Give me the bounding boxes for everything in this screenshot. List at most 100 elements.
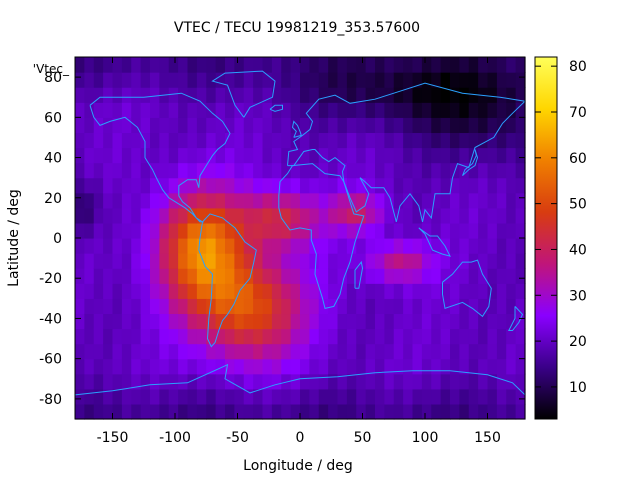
heatmap-cell [412, 373, 423, 390]
heatmap-cell [271, 268, 282, 284]
heatmap-cell [243, 358, 254, 375]
heatmap-cell [478, 343, 489, 360]
heatmap-cell [84, 313, 95, 330]
heatmap-cell [75, 313, 85, 330]
heatmap-cell [103, 403, 114, 420]
heatmap-cell [215, 238, 226, 254]
heatmap-cell [75, 72, 85, 88]
heatmap-cell [271, 238, 282, 254]
heatmap-cell [187, 72, 198, 88]
heatmap-cell [384, 313, 395, 330]
heatmap-cell [121, 192, 132, 209]
heatmap-cell [112, 72, 123, 88]
heatmap-cell [496, 343, 507, 360]
heatmap-cell [225, 72, 235, 88]
heatmap-cell [112, 268, 123, 284]
heatmap-cell [403, 72, 414, 88]
heatmap-cell [243, 177, 254, 194]
heatmap-cell [196, 117, 207, 134]
heatmap-cell [253, 57, 264, 73]
heatmap-cell [337, 343, 348, 360]
heatmap-cell [225, 177, 235, 194]
heatmap-cell [393, 373, 404, 390]
heatmap-cell [375, 388, 385, 405]
heatmap-cell [506, 102, 517, 118]
heatmap-cell [450, 117, 460, 134]
heatmap-cell [225, 207, 235, 224]
heatmap-cell [468, 72, 479, 88]
heatmap-cell [300, 177, 310, 194]
heatmap-cell [468, 328, 479, 345]
heatmap-cell [103, 222, 114, 239]
heatmap-cell [131, 57, 142, 73]
heatmap-cell [159, 72, 170, 88]
heatmap-cell [328, 222, 339, 239]
heatmap-cell [412, 268, 423, 284]
heatmap-cell [346, 117, 357, 134]
heatmap-cell [318, 102, 329, 118]
heatmap-cell [506, 238, 517, 254]
heatmap-cell [215, 222, 226, 239]
heatmap-cell [478, 162, 489, 179]
heatmap-cell [271, 192, 282, 209]
heatmap-cell [93, 162, 104, 179]
heatmap-cell [262, 147, 273, 164]
heatmap-cell [75, 177, 85, 194]
heatmap-cell [487, 388, 498, 405]
heatmap-cell [412, 117, 423, 134]
heatmap-cell [159, 132, 170, 149]
heatmap-cell [328, 238, 339, 254]
heatmap-cell [309, 238, 320, 254]
heatmap-cell [253, 298, 264, 315]
heatmap-cell [253, 72, 264, 88]
heatmap-cell [393, 403, 404, 420]
heatmap-cell [93, 253, 104, 269]
heatmap-cell [506, 328, 517, 345]
heatmap-cell [487, 403, 498, 420]
heatmap-cell [131, 238, 142, 254]
heatmap-cell [300, 192, 310, 209]
heatmap-cell [187, 313, 198, 330]
heatmap-cell [112, 343, 123, 360]
y-tick-label: -20 [39, 271, 62, 287]
heatmap-cell [496, 222, 507, 239]
heatmap-cell [187, 177, 198, 194]
heatmap-cell [431, 117, 442, 134]
heatmap-cell [478, 72, 489, 88]
heatmap-cell [121, 373, 132, 390]
heatmap-cell [346, 102, 357, 118]
heatmap-cell [515, 72, 526, 88]
heatmap-cell [159, 313, 170, 330]
heatmap-cell [487, 117, 498, 134]
heatmap-cell [150, 358, 160, 375]
heatmap-cell [328, 87, 339, 103]
coast-antarctica [74, 363, 526, 396]
heatmap-cell [440, 283, 451, 299]
heatmap-cell [281, 268, 292, 284]
heatmap-cell [121, 72, 132, 88]
heatmap-cell [187, 192, 198, 209]
heatmap-cell [431, 162, 442, 179]
heatmap-cell [403, 388, 414, 405]
heatmap-cell [290, 162, 301, 179]
heatmap-cell [93, 388, 104, 405]
heatmap-cell [253, 268, 264, 284]
heatmap-cell [168, 328, 179, 345]
heatmap-cell [271, 313, 282, 330]
heatmap-cell [431, 207, 442, 224]
heatmap-cell [215, 298, 226, 315]
heatmap-cell [243, 343, 254, 360]
heatmap-cell [196, 373, 207, 390]
heatmap-cell [431, 132, 442, 149]
heatmap-cell [178, 207, 189, 224]
heatmap-cell [187, 283, 198, 299]
heatmap-cell [178, 222, 189, 239]
heatmap-cell [318, 222, 329, 239]
heatmap-cell [300, 222, 310, 239]
heatmap-cell [112, 298, 123, 315]
heatmap-cell [290, 147, 301, 164]
heatmap-cell [468, 343, 479, 360]
heatmap-cell [337, 238, 348, 254]
heatmap-cell [168, 313, 179, 330]
heatmap-cell [346, 283, 357, 299]
